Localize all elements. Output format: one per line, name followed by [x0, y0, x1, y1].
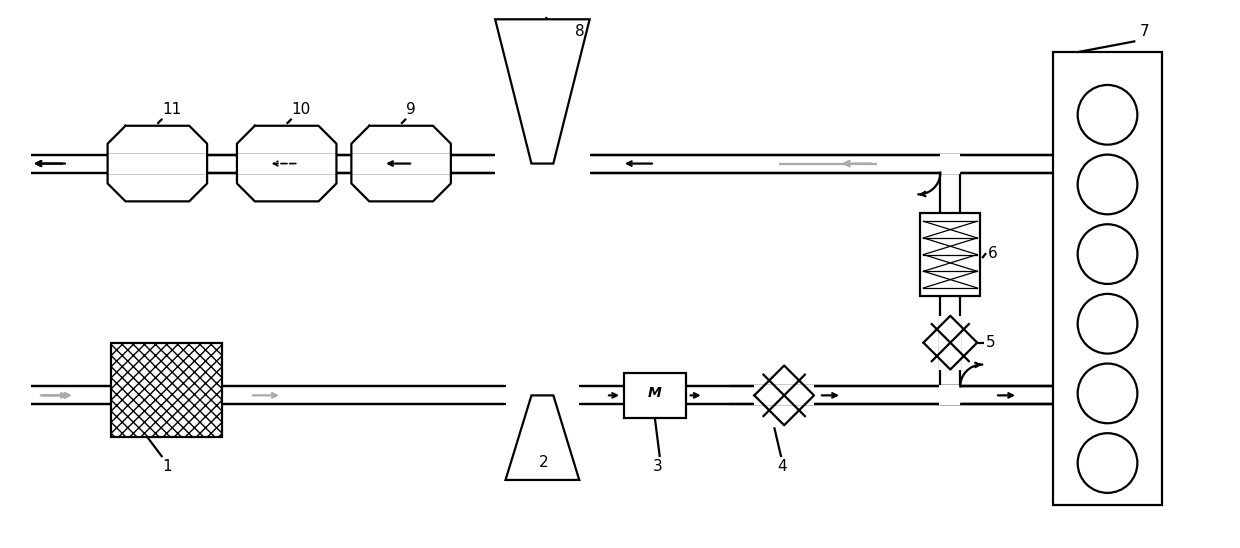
Text: 2: 2: [538, 455, 548, 470]
Bar: [110, 342, 222, 437]
Text: 10: 10: [291, 102, 311, 117]
Circle shape: [1078, 224, 1137, 284]
Text: 11: 11: [162, 102, 181, 117]
Polygon shape: [506, 395, 579, 480]
Text: 4: 4: [777, 459, 787, 474]
Text: 9: 9: [405, 102, 415, 117]
Bar: [940, 153, 961, 174]
Text: M: M: [649, 386, 662, 401]
Bar: [237, 153, 336, 174]
Bar: [503, 385, 582, 406]
Circle shape: [1078, 155, 1137, 214]
Bar: [108, 153, 207, 174]
Bar: [494, 153, 591, 174]
Polygon shape: [495, 19, 590, 163]
Bar: [624, 385, 686, 406]
Text: 8: 8: [575, 24, 585, 39]
Bar: [351, 153, 451, 174]
Text: 6: 6: [988, 246, 998, 261]
Text: 7: 7: [1140, 24, 1149, 39]
Circle shape: [1078, 363, 1137, 423]
Bar: [920, 213, 980, 296]
Circle shape: [1078, 85, 1137, 145]
Text: 5: 5: [986, 335, 996, 350]
Bar: [1053, 52, 1162, 505]
Bar: [754, 385, 813, 406]
Circle shape: [1078, 294, 1137, 353]
Bar: [624, 373, 686, 418]
Text: 1: 1: [162, 459, 172, 474]
Bar: [940, 385, 961, 406]
Bar: [940, 316, 961, 369]
Circle shape: [1078, 433, 1137, 493]
Text: 3: 3: [652, 459, 662, 474]
